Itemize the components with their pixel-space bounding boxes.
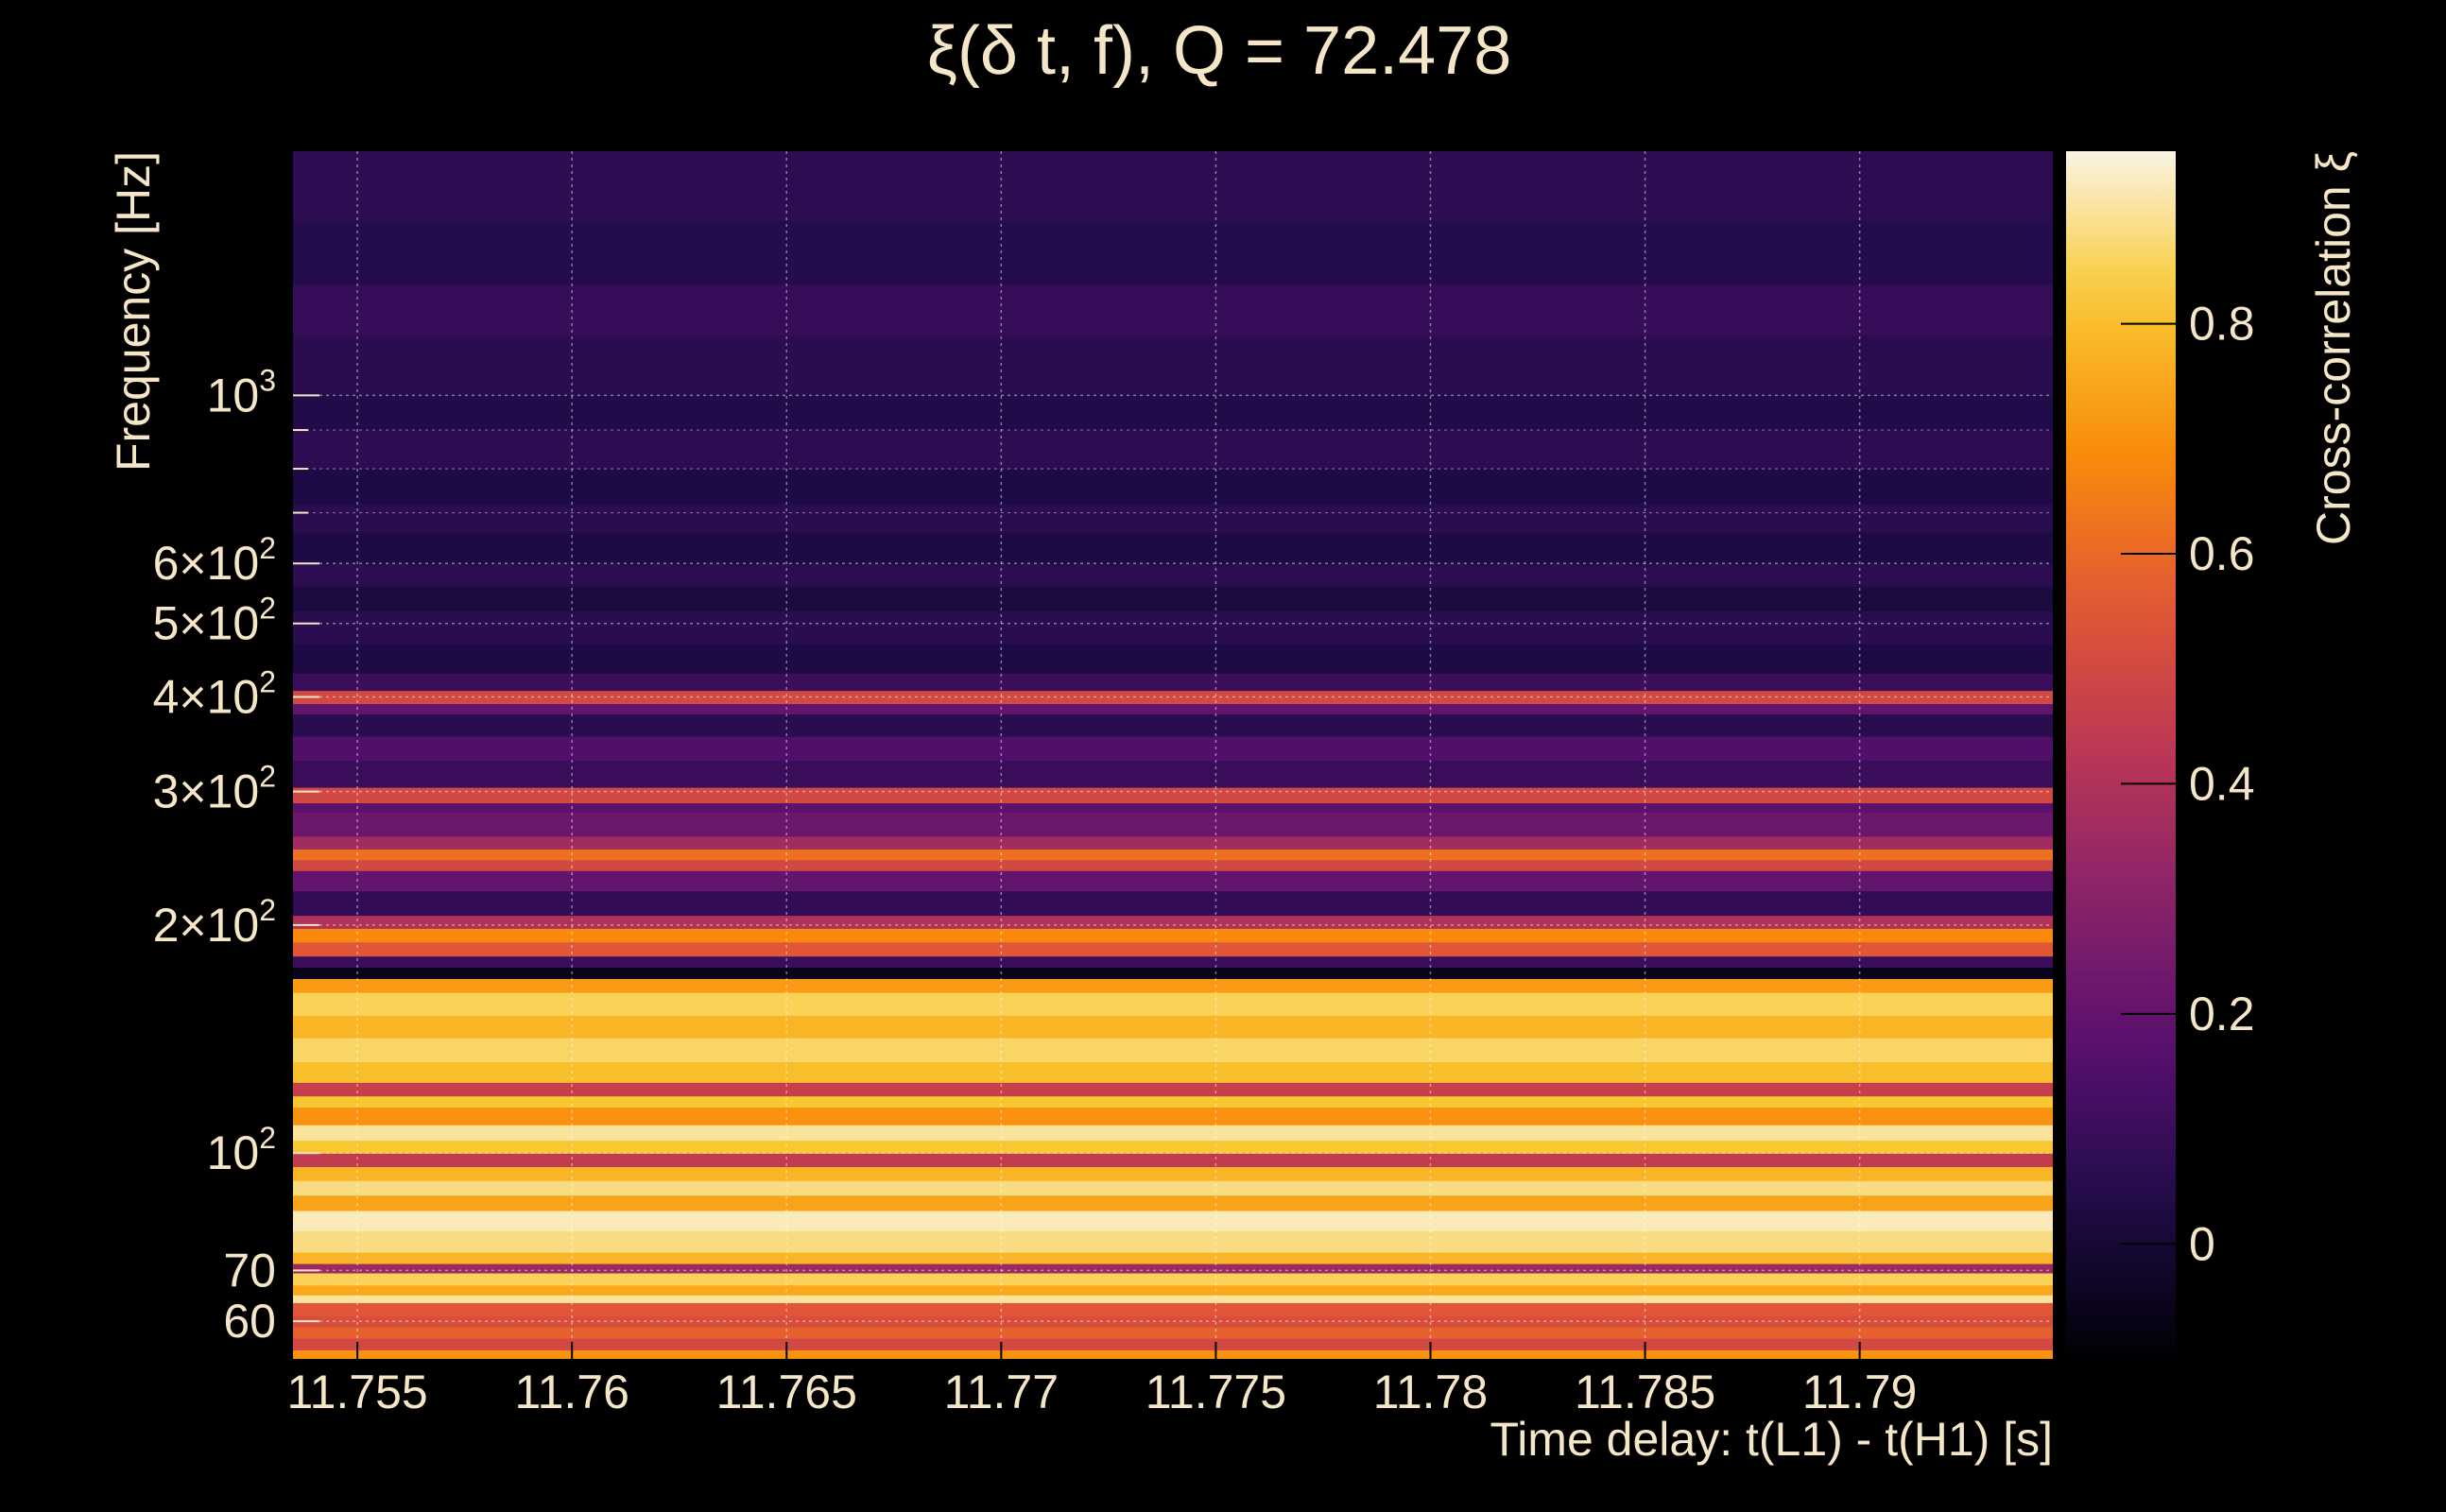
- heatmap-band: [293, 928, 2053, 943]
- heatmap-band: [293, 1315, 2053, 1328]
- heatmap-band: [293, 1326, 2053, 1339]
- heatmap-band: [293, 690, 2053, 705]
- heatmap-band: [293, 503, 2053, 533]
- y-tick-label: 4×102: [153, 664, 276, 723]
- heatmap-band: [293, 1140, 2053, 1154]
- y-tick-label: 103: [207, 363, 276, 421]
- heatmap-band: [293, 395, 2053, 431]
- heatmap-band: [293, 736, 2053, 762]
- colorbar-tick-label: 0.4: [2189, 757, 2255, 810]
- y-tick-label: 3×102: [153, 760, 276, 818]
- heatmap-band: [293, 335, 2053, 396]
- heatmap-band: [293, 967, 2053, 980]
- heatmap-band: [293, 760, 2053, 788]
- heatmap-band: [293, 835, 2053, 850]
- heatmap-band: [293, 1252, 2053, 1264]
- heatmap-band: [293, 812, 2053, 837]
- heatmap-band: [293, 859, 2053, 871]
- colorbar-label: Cross-correlation ξ: [2307, 151, 2360, 545]
- x-tick-label: 11.765: [716, 1366, 857, 1418]
- x-tick-label: 11.77: [944, 1366, 1059, 1418]
- heatmap-band: [293, 673, 2053, 692]
- colorbar-ticks: 0 0.2 0.4 0.6 0.8: [2121, 298, 2255, 1270]
- colorbar-tick-label: 0.8: [2189, 298, 2255, 351]
- heatmap-band: [293, 563, 2053, 587]
- heatmap-band: [293, 1061, 2053, 1083]
- heatmap-band: [293, 1295, 2053, 1303]
- heatmap-band: [293, 1230, 2053, 1253]
- heatmap-band: [293, 220, 2053, 285]
- heatmap-band: [293, 1015, 2053, 1039]
- heatmap-band: [293, 1194, 2053, 1211]
- heatmap-band: [293, 1210, 2053, 1231]
- heatmap-band: [293, 941, 2053, 957]
- heatmap-band: [293, 586, 2053, 611]
- x-axis-ticks: 11.755 11.76 11.765 11.77 11.775 11.78 11.785 1…: [287, 1342, 1917, 1418]
- x-tick-label: 11.755: [287, 1366, 428, 1418]
- y-tick-label: 70: [223, 1244, 276, 1297]
- y-tick-label: 60: [223, 1295, 276, 1348]
- heatmap-band: [293, 151, 2053, 222]
- heatmap-band: [293, 978, 2053, 993]
- heatmap-band: [293, 284, 2053, 336]
- heatmap-band: [293, 703, 2053, 714]
- grid-lines: [293, 151, 2053, 1359]
- heatmap-band: [293, 890, 2053, 917]
- heatmap-band: [293, 1284, 2053, 1296]
- heatmap-band: [293, 1263, 2053, 1274]
- y-tick-label: 102: [207, 1121, 276, 1179]
- heatmap-band: [293, 1082, 2053, 1097]
- heatmap-band: [293, 992, 2053, 1016]
- heatmap-band: [293, 870, 2053, 892]
- y-tick-label: 2×102: [153, 893, 276, 952]
- y-tick-label: 5×102: [153, 592, 276, 650]
- heatmap-band: [293, 1272, 2053, 1286]
- heatmap-band: [293, 532, 2053, 564]
- heatmap-band: [293, 1153, 2053, 1168]
- heatmap-band: [293, 955, 2053, 968]
- colorbar-tick-label: 0.6: [2189, 527, 2255, 580]
- colorbar-tick-label: 0: [2189, 1217, 2215, 1270]
- heatmap-band: [293, 430, 2053, 470]
- heatmap-band: [293, 1349, 2053, 1359]
- heatmap-band: [293, 1337, 2053, 1350]
- x-tick-label: 11.79: [1802, 1366, 1917, 1418]
- y-axis-label: Frequency [Hz]: [107, 151, 160, 472]
- heatmap-band: [293, 1125, 2053, 1142]
- heatmap-band: [293, 644, 2053, 674]
- heatmap-band: [293, 610, 2053, 644]
- plot-area: [293, 151, 2053, 1359]
- heatmap-band: [293, 1166, 2053, 1181]
- y-tick-label: 6×102: [153, 531, 276, 590]
- heatmap-band: [293, 849, 2053, 861]
- heatmap-band: [293, 469, 2053, 505]
- heatmap-band: [293, 1095, 2053, 1108]
- heatmap-band: [293, 787, 2053, 804]
- colorbar: [2066, 151, 2176, 1359]
- chart-title: ξ(δ t, f), Q = 72.478: [927, 13, 1512, 89]
- heatmap-band: [293, 1302, 2053, 1316]
- colorbar-tick-label: 0.2: [2189, 988, 2255, 1040]
- heatmap-band: [293, 1107, 2053, 1125]
- x-tick-label: 11.775: [1145, 1366, 1286, 1418]
- heatmap-band: [293, 713, 2053, 737]
- heatmap-band: [293, 1038, 2053, 1063]
- heatmap-band: [293, 915, 2053, 929]
- heatmap-band: [293, 802, 2053, 813]
- x-axis-label: Time delay: t(L1) - t(H1) [s]: [1490, 1413, 2053, 1466]
- x-tick-label: 11.785: [1575, 1366, 1715, 1418]
- x-tick-label: 11.78: [1373, 1366, 1488, 1418]
- x-tick-label: 11.76: [514, 1366, 629, 1418]
- heatmap-band: [293, 1180, 2053, 1196]
